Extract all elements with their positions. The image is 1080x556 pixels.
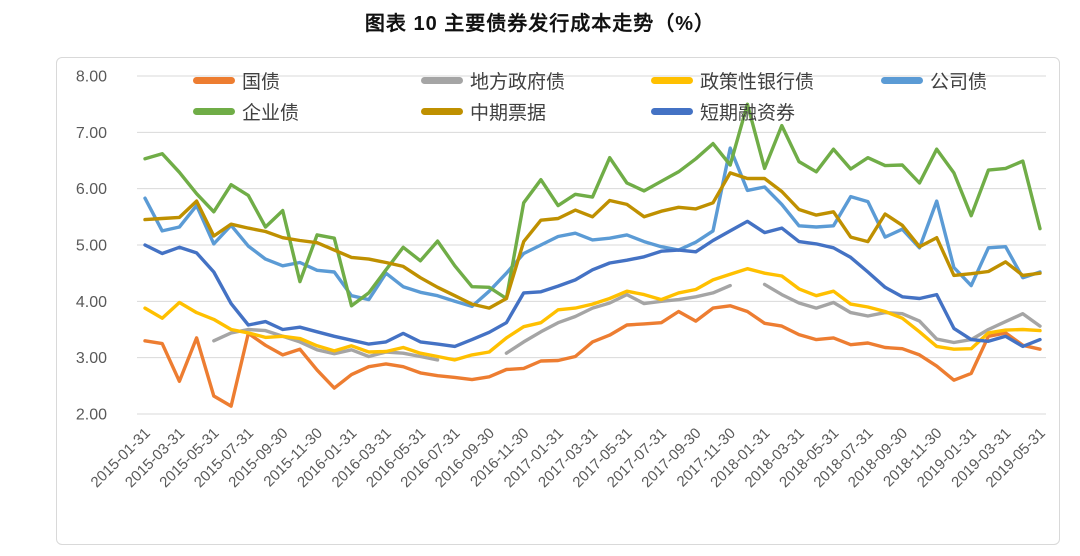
legend-label-difang-zhengfu-zhai: 地方政府债 xyxy=(470,71,566,93)
y-axis-label: 3.00 xyxy=(76,350,107,367)
series-line-guozhai xyxy=(143,304,1042,408)
series-line-difang-zhengfu-zhai xyxy=(212,282,1042,362)
legend-swatch-difang-zhengfu-zhai xyxy=(421,76,463,84)
legend-swatch-zhongqi-piaoju xyxy=(421,107,463,115)
series-line-duanqi-rongziquan xyxy=(143,219,1042,349)
legend-item-guozhai: 国债 xyxy=(193,70,280,93)
series-line-zhongqi-piaoju xyxy=(143,171,1042,310)
chart-legend: 国债 地方政府债 政策性银行债 公司债企业债 中期票据 短期融资券 xyxy=(57,58,1059,128)
legend-label-duanqi-rongziquan: 短期融资券 xyxy=(700,102,796,124)
series-line-zhengcexing-yinhang-zhai xyxy=(143,267,1042,362)
chart-svg: 8.007.006.005.004.003.002.002015-01-3120… xyxy=(76,69,1049,492)
y-axis-label: 2.00 xyxy=(76,407,107,424)
legend-swatch-guozhai xyxy=(193,76,235,84)
legend-label-zhongqi-piaoju: 中期票据 xyxy=(470,102,547,124)
legend-swatch-gongsi-zhai xyxy=(881,76,923,84)
legend-label-guozhai: 国债 xyxy=(242,71,281,93)
legend-item-gongsi-zhai: 公司债 xyxy=(881,70,987,93)
y-axis-label: 8.00 xyxy=(76,69,107,86)
legend-item-qiye-zhai: 企业债 xyxy=(193,101,299,124)
legend-swatch-qiye-zhai xyxy=(193,107,235,115)
legend-swatch-zhengcexing-yinhang-zhai xyxy=(651,76,693,84)
legend-swatch-duanqi-rongziquan xyxy=(651,107,693,115)
y-axis-label: 7.00 xyxy=(76,125,107,142)
legend-label-qiye-zhai: 企业债 xyxy=(242,102,300,124)
legend-item-difang-zhengfu-zhai: 地方政府债 xyxy=(421,70,565,93)
chart-area: 8.00 7.00 6.00 5.00 4.00 3.00 2.00 2015-01-31 20… xyxy=(56,57,1060,545)
y-axis-label: 6.00 xyxy=(76,181,107,198)
chart-title: 图表 10 主要债券发行成本走势（%） xyxy=(364,13,716,35)
series-line-qiye-zhai xyxy=(143,102,1042,308)
legend-label-gongsi-zhai: 公司债 xyxy=(930,71,988,93)
y-axis-label: 5.00 xyxy=(76,238,107,255)
legend-item-duanqi-rongziquan: 短期融资券 xyxy=(651,101,795,124)
y-axis-label: 4.00 xyxy=(76,294,107,311)
legend-item-zhongqi-piaoju: 中期票据 xyxy=(421,101,546,124)
legend-item-zhengcexing-yinhang-zhai: 政策性银行债 xyxy=(651,70,814,93)
legend-label-zhengcexing-yinhang-zhai: 政策性银行债 xyxy=(700,71,815,93)
